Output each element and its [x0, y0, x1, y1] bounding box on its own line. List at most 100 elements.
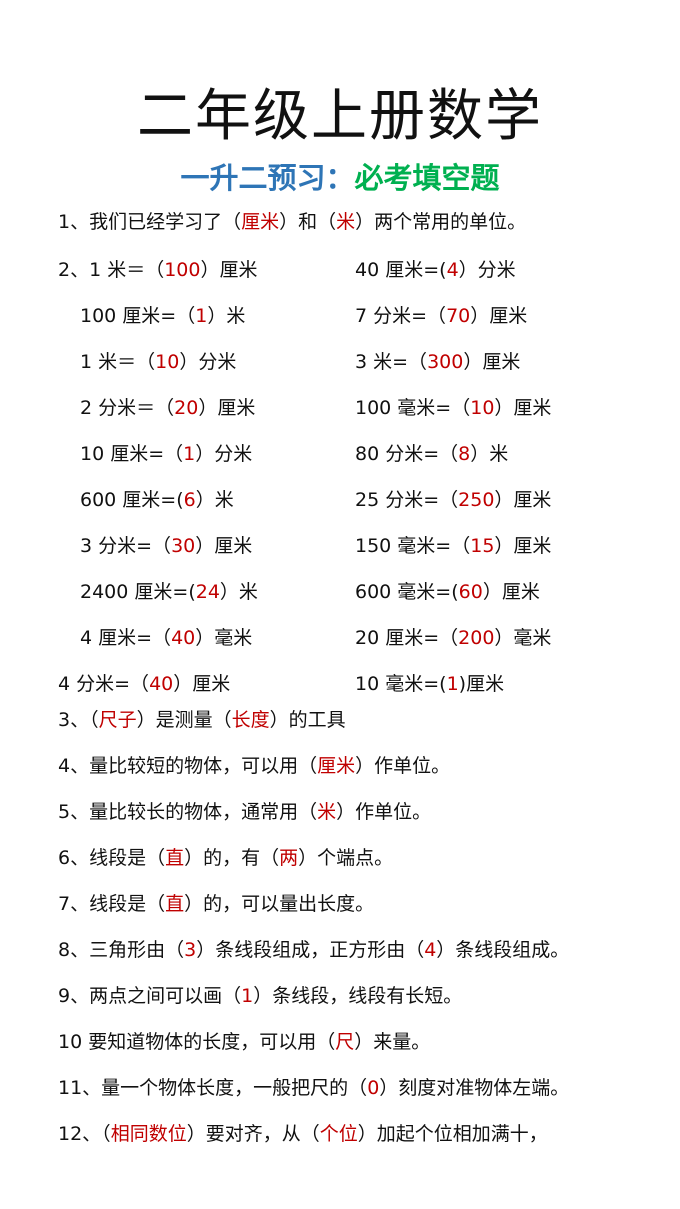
question-text: 25 分米=（ [355, 489, 459, 511]
question-text: 12、（ [58, 1123, 111, 1145]
question-line: 80 分米=（8）米 [355, 440, 508, 468]
question-text: ）加起个位相加满十， [357, 1123, 548, 1145]
answer-text: 15 [470, 535, 495, 557]
question-text: 20 厘米=（ [355, 627, 459, 649]
question-line: 3 分米=（30）厘米 [80, 532, 252, 560]
question-text: ）米 [470, 443, 509, 465]
question-text: 5、量比较长的物体，通常用（ [58, 801, 318, 823]
question-text: 7 分米=（ [355, 305, 447, 327]
question-line: 10 毫米=(1)厘米 [355, 670, 504, 698]
answer-text: 24 [195, 581, 220, 603]
question-text: ）厘米 [494, 397, 552, 419]
page-title: 二年级上册数学 [137, 84, 543, 149]
question-text: ）分米 [195, 443, 253, 465]
question-text: 80 分米=（ [355, 443, 459, 465]
question-line: 3、（尺子）是测量（长度）的工具 [58, 706, 346, 734]
answer-text: 300 [427, 351, 464, 373]
answer-text: 长度 [231, 709, 270, 731]
answer-text: 1 [183, 443, 196, 465]
question-text: 9、两点之间可以画（ [58, 985, 242, 1007]
question-text: ）厘米 [482, 581, 540, 603]
question-line: 2 分米＝（20）厘米 [80, 394, 255, 422]
question-line: 150 毫米=（15）厘米 [355, 532, 551, 560]
question-text: ）厘米 [195, 535, 253, 557]
question-line: 100 毫米=（10）厘米 [355, 394, 551, 422]
question-text: 4、量比较短的物体，可以用（ [58, 755, 318, 777]
question-text: ）个端点。 [298, 847, 394, 869]
question-text: ）厘米 [494, 535, 552, 557]
question-text: ）米 [207, 305, 246, 327]
answer-text: 30 [171, 535, 196, 557]
answer-text: 1 [446, 673, 459, 695]
question-text: ）条线段，线段有长短。 [253, 985, 463, 1007]
question-text: 10 毫米=( [355, 673, 447, 695]
question-text: 3、（ [58, 709, 99, 731]
question-line: 1 米＝（10）分米 [80, 348, 236, 376]
question-line: 1、我们已经学习了（厘米）和（米）两个常用的单位。 [58, 208, 526, 236]
subtitle-main: 必考填空题 [354, 161, 500, 195]
answer-text: 0 [367, 1077, 380, 1099]
question-text: ）条线段组成，正方形由（ [196, 939, 425, 961]
question-line: 20 厘米=（200）毫米 [355, 624, 551, 652]
question-line: 600 厘米=(6）米 [80, 486, 234, 514]
question-line: 7、线段是（直）的，可以量出长度。 [58, 890, 374, 918]
question-text: ）分米 [179, 351, 237, 373]
answer-text: 70 [446, 305, 471, 327]
question-text: ）厘米 [198, 397, 256, 419]
question-text: ）毫米 [494, 627, 552, 649]
question-text: 4 厘米=（ [80, 627, 172, 649]
question-text: 7、线段是（ [58, 893, 166, 915]
question-text: 100 厘米=（ [80, 305, 196, 327]
question-text: 2400 厘米=( [80, 581, 196, 603]
question-text: ）是测量（ [136, 709, 232, 731]
question-text: 2 分米＝（ [80, 397, 175, 419]
answer-text: 8 [458, 443, 471, 465]
question-text: ）作单位。 [355, 755, 451, 777]
answer-text: 个位 [319, 1123, 358, 1145]
question-line: 2400 厘米=(24）米 [80, 578, 258, 606]
question-line: 5、量比较长的物体，通常用（米）作单位。 [58, 798, 431, 826]
answer-text: 250 [458, 489, 495, 511]
question-text: 40 厘米=( [355, 259, 447, 281]
question-text: 4 分米=（ [58, 673, 150, 695]
question-text: 3 米=（ [355, 351, 428, 373]
question-line: 6、线段是（直）的，有（两）个端点。 [58, 844, 393, 872]
answer-text: 10 [155, 351, 180, 373]
answer-text: 两 [279, 847, 299, 869]
question-line: 4 厘米=（40）毫米 [80, 624, 252, 652]
answer-text: 米 [317, 801, 337, 823]
question-text: ）毫米 [195, 627, 253, 649]
question-text: 8、三角形由（ [58, 939, 185, 961]
question-text: 600 毫米=( [355, 581, 459, 603]
question-text: ）厘米 [470, 305, 528, 327]
question-line: 25 分米=（250）厘米 [355, 486, 551, 514]
answer-text: 4 [424, 939, 437, 961]
question-line: 8、三角形由（3）条线段组成，正方形由（4）条线段组成。 [58, 936, 569, 964]
answer-text: 相同数位 [110, 1123, 187, 1145]
answer-text: 4 [446, 259, 459, 281]
question-line: 4、量比较短的物体，可以用（厘米）作单位。 [58, 752, 450, 780]
question-text: 6、线段是（ [58, 847, 166, 869]
question-text: ）的，可以量出长度。 [184, 893, 375, 915]
answer-text: 3 [184, 939, 197, 961]
answer-text: 厘米 [317, 755, 356, 777]
answer-text: 6 [183, 489, 196, 511]
question-line: 11、量一个物体长度，一般把尺的（0）刻度对准物体左端。 [58, 1074, 569, 1102]
question-text: 11、量一个物体长度，一般把尺的（ [58, 1077, 368, 1099]
question-text: )厘米 [458, 673, 505, 695]
question-line: 100 厘米=（1）米 [80, 302, 245, 330]
answer-text: 200 [458, 627, 495, 649]
question-text: ）和（ [279, 211, 337, 233]
question-text: ）米 [195, 489, 234, 511]
answer-text: 1 [195, 305, 208, 327]
question-line: 7 分米=（70）厘米 [355, 302, 527, 330]
question-text: ）的，有（ [184, 847, 280, 869]
answer-text: 直 [165, 847, 185, 869]
question-text: ）厘米 [173, 673, 231, 695]
answer-text: 40 [171, 627, 196, 649]
answer-text: 厘米 [241, 211, 280, 233]
question-text: ）作单位。 [336, 801, 432, 823]
question-text: 3 分米=（ [80, 535, 172, 557]
question-line: 10 厘米=（1）分米 [80, 440, 252, 468]
question-line: 2、1 米＝（100）厘米 [58, 256, 258, 284]
